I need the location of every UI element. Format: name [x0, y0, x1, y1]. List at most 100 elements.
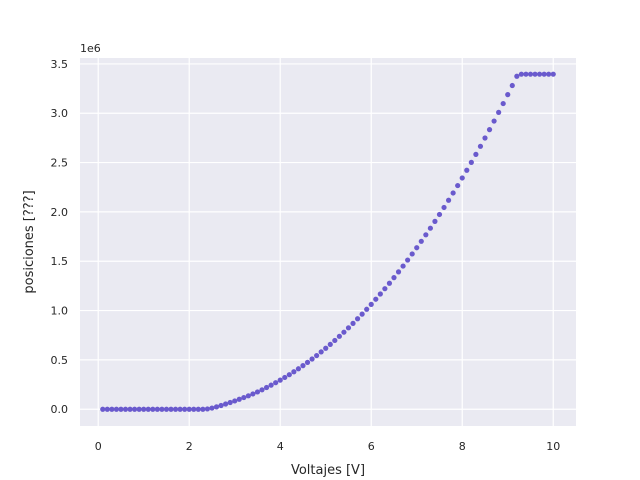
data-point [200, 406, 206, 412]
data-point [455, 182, 461, 189]
data-point [163, 406, 170, 412]
grid-lines [80, 58, 576, 426]
x-tick-label: 6 [368, 440, 375, 453]
data-point [491, 118, 497, 124]
data-point [191, 406, 197, 412]
data-point [509, 82, 515, 89]
data-point [300, 363, 306, 369]
y-tick-label: 1.5 [51, 255, 69, 268]
data-point [409, 251, 415, 257]
data-point [482, 135, 488, 141]
data-point [364, 306, 370, 312]
x-axis-label: Voltajes [V] [291, 463, 365, 478]
data-point [486, 127, 493, 133]
data-point [263, 384, 270, 391]
data-point [532, 71, 538, 77]
data-point [386, 280, 393, 286]
data-point [127, 406, 133, 412]
data-point [536, 71, 543, 77]
y-tick-label: 2.5 [51, 157, 69, 170]
data-point [282, 374, 288, 381]
data-point [309, 356, 315, 362]
y-tick-label: 0.0 [51, 403, 69, 416]
data-point [113, 406, 120, 412]
data-point [541, 71, 547, 77]
data-point [496, 109, 502, 115]
data-point [345, 325, 352, 331]
data-point [204, 406, 211, 412]
data-point [359, 311, 365, 317]
data-point [318, 349, 324, 355]
data-point [277, 377, 283, 383]
data-point [373, 296, 379, 302]
data-point [213, 404, 220, 410]
data-point [259, 387, 265, 393]
y-axis-label: posiciones [???] [22, 190, 37, 293]
data-point [268, 382, 274, 388]
data-point [514, 73, 520, 79]
data-point [182, 406, 188, 412]
data-point [227, 399, 233, 406]
data-point [195, 406, 201, 412]
data-point [136, 406, 142, 412]
data-point [314, 352, 320, 359]
data-point [423, 232, 429, 238]
data-point [159, 406, 165, 412]
data-point [427, 225, 433, 231]
y-tick-labels: 0.0 0.5 1.0 1.5 2.0 2.5 3.0 3.5 [51, 58, 69, 416]
data-point [395, 269, 402, 275]
x-tick-label: 10 [546, 440, 560, 453]
data-point [445, 197, 452, 203]
data-point [250, 391, 256, 397]
data-point [368, 301, 374, 307]
data-point [505, 92, 511, 98]
data-point [523, 71, 529, 77]
data-point [218, 402, 224, 409]
x-tick-labels: 0 2 4 6 8 10 [95, 440, 561, 453]
data-point [500, 100, 506, 107]
data-point [400, 263, 406, 269]
data-point [468, 159, 474, 165]
data-point [132, 406, 138, 412]
data-point [546, 71, 552, 77]
data-point [473, 151, 479, 157]
data-point [122, 406, 129, 412]
y-tick-label: 2.0 [51, 206, 69, 219]
data-point [518, 71, 524, 77]
data-point [254, 389, 261, 395]
data-point [100, 406, 106, 412]
data-point [418, 238, 424, 244]
data-point [286, 372, 292, 378]
data-point [141, 406, 147, 412]
data-point [291, 369, 297, 375]
x-tick-label: 8 [459, 440, 466, 453]
data-point [432, 218, 438, 224]
y-tick-label: 3.5 [51, 58, 69, 71]
data-point [273, 380, 279, 386]
data-point [441, 204, 447, 211]
data-point [118, 406, 124, 412]
data-point [145, 406, 151, 412]
data-point [245, 393, 251, 399]
data-point [172, 406, 179, 412]
data-point [209, 405, 215, 411]
y-tick-label: 1.0 [51, 305, 69, 318]
data-point [450, 190, 456, 196]
data-point [323, 345, 329, 351]
data-point [304, 359, 311, 365]
data-point [477, 143, 484, 149]
data-point [336, 333, 342, 339]
data-point [154, 406, 160, 412]
data-point [168, 406, 174, 412]
data-point [550, 71, 556, 77]
data-point [109, 406, 115, 412]
data-point [332, 337, 338, 344]
y-axis-offset-label: 1e6 [80, 42, 101, 55]
data-point [232, 398, 238, 404]
data-point [414, 245, 420, 251]
data-point [104, 406, 110, 412]
data-point [327, 341, 333, 348]
data-point [223, 401, 229, 407]
x-tick-label: 0 [95, 440, 102, 453]
